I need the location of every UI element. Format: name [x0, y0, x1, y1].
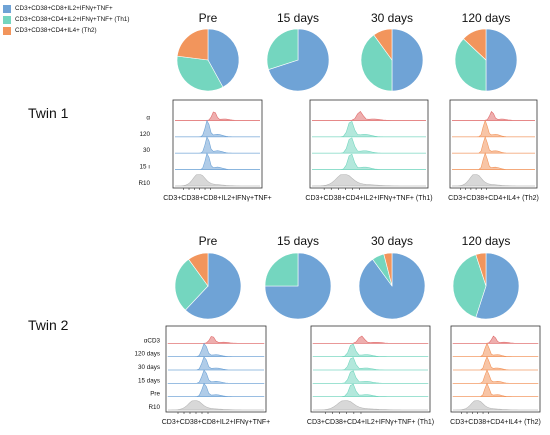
histogram-row-label-twin1-3: 15 ı — [139, 164, 150, 171]
pie-slice-twin2-0-series0 — [184, 252, 242, 320]
histogram-peak-twin2-1-3 — [312, 370, 429, 384]
histogram-row-label-twin2-2: 30 days — [138, 364, 160, 371]
pie-title-twin2-2: 30 days — [371, 234, 413, 248]
histogram-peak-twin1-2-1 — [452, 119, 535, 138]
histogram-row-label-twin2-3: 15 days — [138, 377, 160, 384]
pie-slice-twin1-3-series1 — [454, 38, 487, 92]
histogram-peak-twin2-1-4 — [312, 383, 429, 397]
pie-slice-twin2-2-series2 — [383, 252, 393, 287]
pie-title-twin2-3: 120 days — [462, 234, 511, 248]
legend-label-cd8: CD3+CD38+CD8+IL2+IFNγ+TNF+ — [15, 5, 113, 12]
pie-slice-twin2-0-series2 — [188, 252, 209, 287]
pie-slice-twin1-2-series0 — [391, 28, 424, 92]
histogram-row-label-twin1-4: R10 — [138, 180, 150, 187]
pie-slice-twin2-3-series2 — [475, 252, 487, 287]
pie-slice-twin1-0-series1 — [176, 55, 224, 92]
pie-slice-twin1-2-series1 — [360, 34, 393, 92]
histogram-xlabel-twin1-2: CD3+CD38+CD4+IL4+ (Th2) — [448, 195, 539, 202]
histogram-peak-twin1-0-3 — [175, 152, 260, 170]
histogram-frame-twin1-0 — [172, 99, 263, 189]
histogram-peak-twin1-0-0 — [175, 111, 260, 121]
pie-slice-twin2-0-series1 — [174, 258, 209, 311]
histogram-peak-twin2-2-4 — [452, 382, 539, 397]
histogram-peak-twin2-0-3 — [167, 369, 265, 384]
histogram-row-label-twin2-4: Pre — [150, 391, 160, 398]
legend-item-cd8: CD3+CD38+CD8+IL2+IFNγ+TNF+ — [3, 3, 129, 14]
histogram-frame-twin2-1 — [310, 325, 431, 413]
pie-slice-twin2-3-series1 — [452, 254, 487, 318]
histogram-frame-twin2-2 — [450, 325, 541, 413]
pie-slice-twin1-2-series2 — [373, 28, 393, 61]
twin-label-1: Twin 1 — [28, 105, 69, 121]
histogram-xlabel-twin1-0: CD3+CD38+CD8+IL2+IFNγ+TNF+ — [163, 195, 272, 202]
histogram-xlabel-twin2-1: CD3+CD38+CD4+IL2+IFNγ+TNF+ (Th1) — [307, 419, 434, 426]
histogram-xlabel-twin2-0: CD3+CD38+CD8+IL2+IFNγ+TNF+ — [162, 419, 271, 426]
legend-label-th1: CD3+CD38+CD4+IL2+IFNγ+TNF+ (Th1) — [15, 16, 130, 23]
histogram-frame-twin1-1 — [309, 99, 429, 189]
histogram-row-label-twin1-1: 120 — [139, 131, 150, 138]
histogram-row-label-twin2-1: 120 days — [134, 351, 160, 358]
pie-title-twin2-1: 15 days — [277, 234, 319, 248]
pie-slice-twin1-0-series2 — [176, 28, 209, 61]
histogram-peak-twin1-2-2 — [452, 135, 535, 154]
histogram-peak-twin1-1-4 — [311, 174, 426, 187]
histogram-peak-twin1-0-1 — [175, 119, 260, 138]
histogram-peak-twin1-1-3 — [312, 153, 426, 170]
pie-title-twin1-3: 120 days — [462, 11, 511, 25]
histogram-frame-twin2-0 — [165, 325, 267, 413]
histogram-peak-twin2-2-2 — [453, 355, 538, 371]
histogram-row-label-twin2-5: R10 — [148, 404, 160, 411]
legend: CD3+CD38+CD8+IL2+IFNγ+TNF+ CD3+CD38+CD4+… — [3, 3, 129, 36]
histogram-peak-twin2-0-2 — [168, 356, 264, 371]
pie-title-twin1-2: 30 days — [371, 11, 413, 25]
histogram-frame-twin1-2 — [449, 99, 538, 189]
histogram-peak-twin1-2-0 — [452, 110, 535, 121]
histogram-peak-twin2-1-0 — [312, 335, 429, 344]
histogram-peak-twin2-1-2 — [313, 357, 428, 371]
twin-label-2: Twin 2 — [28, 317, 69, 333]
histogram-peak-twin2-0-1 — [167, 342, 265, 357]
histogram-peak-twin1-1-0 — [312, 110, 426, 121]
histogram-peak-twin1-2-4 — [451, 174, 535, 187]
pie-title-twin1-1: 15 days — [277, 11, 319, 25]
pie-slice-twin1-3-series0 — [485, 28, 518, 92]
legend-swatch-cd8 — [3, 4, 11, 13]
pie-title-twin1-0: Pre — [199, 11, 218, 25]
legend-item-th1: CD3+CD38+CD4+IL2+IFNγ+TNF+ (Th1) — [3, 14, 129, 25]
histogram-row-label-twin1-0: α — [146, 114, 150, 121]
legend-label-th2: CD3+CD38+CD4+IL4+ (Th2) — [15, 27, 97, 34]
pie-slice-twin2-3-series0 — [475, 252, 520, 320]
histogram-row-label-twin2-0: αCD3 — [144, 337, 161, 344]
legend-swatch-th2 — [3, 26, 11, 35]
histogram-peak-twin2-0-5 — [168, 400, 264, 411]
histogram-peak-twin2-2-5 — [453, 400, 538, 411]
histogram-xlabel-twin2-2: CD3+CD38+CD4+IL4+ (Th2) — [450, 419, 541, 426]
histogram-row-label-twin1-2: 30 — [143, 147, 151, 154]
pie-slice-twin1-3-series2 — [462, 28, 487, 61]
legend-swatch-th1 — [3, 15, 11, 24]
histogram-peak-twin1-2-3 — [452, 152, 535, 170]
histogram-peak-twin2-0-4 — [167, 382, 265, 397]
histogram-peak-twin1-0-4 — [174, 174, 260, 187]
histogram-peak-twin2-2-3 — [452, 369, 539, 384]
histogram-peak-twin1-0-2 — [175, 136, 260, 154]
histogram-peak-twin1-1-2 — [312, 137, 426, 154]
pie-slice-twin1-0-series0 — [207, 28, 240, 88]
pie-title-twin2-0: Pre — [199, 234, 218, 248]
pie-slice-twin1-1-series0 — [268, 28, 330, 92]
histogram-peak-twin2-1-1 — [312, 343, 429, 357]
histogram-peak-twin2-1-5 — [313, 400, 428, 411]
pie-slice-twin2-1-series1 — [264, 252, 299, 287]
histogram-peak-twin2-0-0 — [167, 336, 265, 344]
pie-slice-twin1-1-series1 — [266, 28, 299, 70]
legend-item-th2: CD3+CD38+CD4+IL4+ (Th2) — [3, 25, 129, 36]
histogram-peak-twin1-1-1 — [312, 120, 426, 138]
histogram-peak-twin2-2-1 — [452, 342, 539, 357]
histogram-peak-twin2-2-0 — [452, 335, 539, 344]
histogram-xlabel-twin1-1: CD3+CD38+CD4+IL2+IFNγ+TNF+ (Th1) — [305, 195, 432, 202]
